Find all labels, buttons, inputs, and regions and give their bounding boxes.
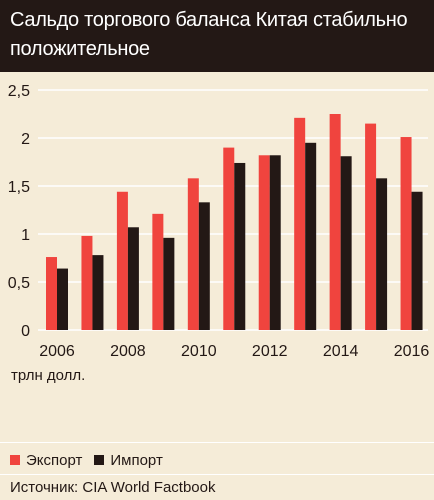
bar-export-2014 <box>329 114 341 330</box>
chart-title-line-1: Сальдо торгового баланса Китая стабильно <box>10 9 408 31</box>
legend-item-import: Импорт <box>94 451 163 469</box>
x-tick-label: 2016 <box>394 343 430 360</box>
bar-import-2014 <box>340 156 352 330</box>
bar-export-2009 <box>152 213 164 330</box>
legend: Экспорт Импорт <box>10 450 175 470</box>
y-tick-label: 1,5 <box>8 179 30 196</box>
x-tick-label: 2012 <box>252 343 288 360</box>
legend-label-import: Импорт <box>110 451 163 469</box>
chart-title-line-2: положительное <box>10 38 150 60</box>
legend-label-export: Экспорт <box>26 451 83 469</box>
legend-swatch-export <box>10 455 20 465</box>
bar-import-2006 <box>57 268 68 330</box>
x-tick-label: 2010 <box>181 343 217 360</box>
x-tick-label: 2006 <box>39 343 75 360</box>
bar-import-2016 <box>411 191 423 330</box>
chart-header: Сальдо торгового баланса Китая стабильно… <box>0 0 434 72</box>
legend-item-export: Экспорт <box>10 452 82 469</box>
bar-export-2015 <box>365 123 377 330</box>
unit-label: трлн долл. <box>11 367 86 384</box>
bar-export-2016 <box>400 137 412 330</box>
y-tick-label: 2,5 <box>8 83 30 100</box>
source-divider <box>0 474 434 475</box>
bar-export-2010 <box>187 178 199 330</box>
bar-import-2008 <box>127 227 139 330</box>
source-note: Источник: CIA World Factbook <box>10 479 216 496</box>
bar-export-2008 <box>116 191 128 330</box>
bar-export-2006 <box>46 257 57 330</box>
y-tick-label: 0 <box>21 323 30 340</box>
bar-import-2013 <box>305 142 317 330</box>
bar-import-2010 <box>198 202 210 330</box>
y-tick-label: 2 <box>21 131 30 148</box>
bar-chart: 0 0,5 1 1,5 2 2,5 2006 2008 2010 2012 2014 2016 <box>8 83 430 360</box>
legend-swatch-import <box>94 455 105 465</box>
y-tick-label: 1 <box>21 227 30 244</box>
bar-export-2011 <box>223 147 235 330</box>
bar-import-2011 <box>234 162 246 330</box>
bar-import-2015 <box>376 178 388 330</box>
x-tick-label: 2014 <box>323 343 359 360</box>
bar-export-2007 <box>81 235 93 330</box>
bar-import-2012 <box>269 155 281 330</box>
y-tick-label: 0,5 <box>8 275 30 292</box>
legend-divider <box>0 442 434 443</box>
x-tick-label: 2008 <box>110 343 146 360</box>
bar-import-2009 <box>163 237 175 330</box>
bar-export-2012 <box>258 155 270 330</box>
bar-import-2007 <box>92 255 104 330</box>
bar-export-2013 <box>294 117 306 330</box>
